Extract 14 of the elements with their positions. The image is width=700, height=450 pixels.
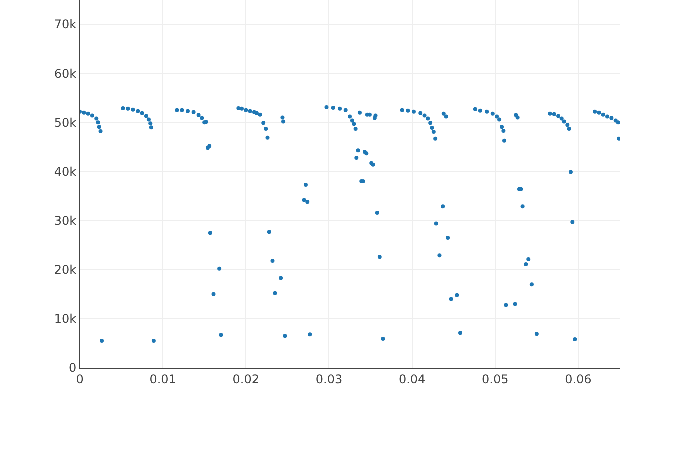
y-tick-label: 60k (54, 66, 77, 81)
x-tick-label: 0.04 (398, 372, 426, 386)
y-tick-label: 40k (54, 164, 77, 179)
x-tick-label: 0.03 (316, 372, 343, 386)
y-tick-label: 10k (54, 312, 77, 326)
y-tick-label: 70k (54, 18, 77, 32)
y-tick-label: 0 (68, 361, 77, 376)
y-tick-label: 20k (54, 263, 77, 278)
x-tick-label: 0.01 (150, 372, 176, 386)
x-tick-label: 0.02 (232, 372, 260, 386)
x-tick-label: 0.05 (482, 372, 509, 386)
y-tick-label: 30k (54, 214, 77, 228)
x-tick-label: 0.06 (565, 372, 592, 386)
y-tick-label: 50k (54, 116, 77, 130)
